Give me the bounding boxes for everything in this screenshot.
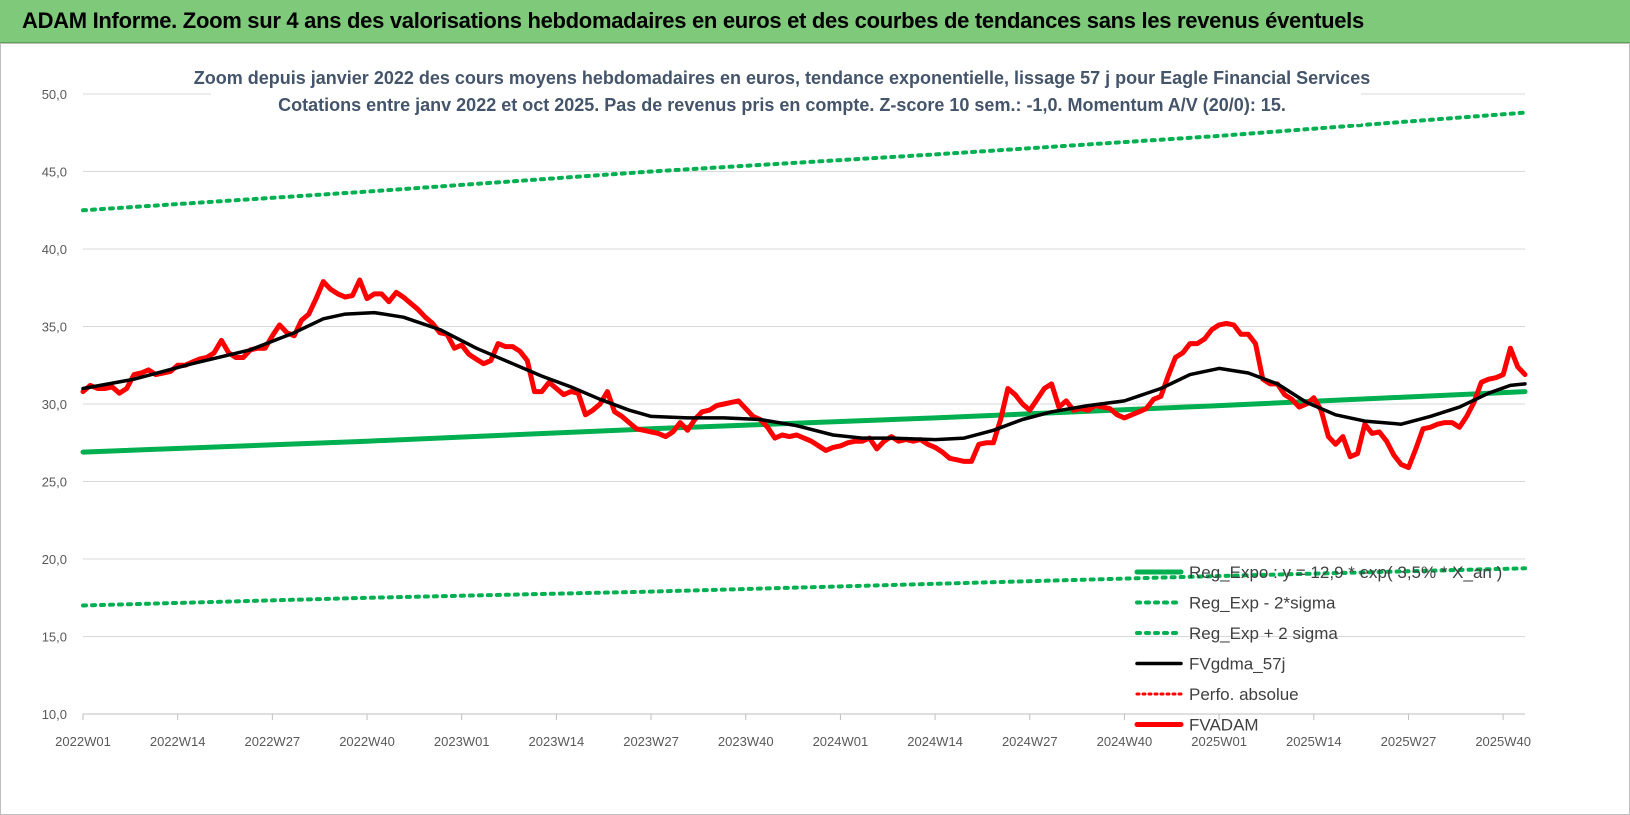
y-tick-label: 50,0 (42, 87, 67, 102)
series-line-4 (81, 310, 1527, 442)
y-tick-label: 30,0 (42, 397, 67, 412)
y-axis-ticks: 10,0 15,0 20,0 25,0 30,0 35,0 40,0 45,0 50,0 (42, 87, 67, 722)
chart-frame: 10,0 15,0 20,0 25,0 30,0 35,0 40,0 45,0 50,0 202… (0, 43, 1630, 815)
x-tick-label: 2025W27 (1381, 734, 1437, 749)
x-axis-ticks: 2022W01 2022W14 2022W27 2022W40 2023W01 2023W… (55, 714, 1531, 749)
y-tick-label: 40,0 (42, 242, 67, 257)
legend-label: FVADAM (1189, 716, 1259, 735)
chart-title: Zoom depuis janvier 2022 des cours moyen… (194, 68, 1370, 88)
legend-label: FVgdma_57j (1189, 655, 1285, 674)
x-tick-label: 2024W27 (1002, 734, 1058, 749)
series-line-3 (81, 110, 1527, 213)
report-banner: ADAM Informe. Zoom sur 4 ans des valoris… (0, 0, 1630, 43)
title-background (211, 62, 1361, 124)
x-tick-label: 2023W40 (718, 734, 774, 749)
legend: Reg_Expo : y = 12,9 * exp( 3,5% * X_an )… (1134, 563, 1502, 735)
y-tick-label: 35,0 (42, 320, 67, 335)
legend-label: Reg_Exp + 2 sigma (1189, 624, 1338, 643)
x-tick-label: 2022W14 (150, 734, 206, 749)
y-tick-label: 25,0 (42, 475, 67, 490)
x-tick-label: 2025W40 (1475, 734, 1531, 749)
x-tick-label: 2023W14 (529, 734, 585, 749)
series-line-6 (80, 277, 1528, 471)
x-tick-label: 2022W40 (339, 734, 395, 749)
x-tick-label: 2022W01 (55, 734, 111, 749)
x-tick-label: 2024W40 (1097, 734, 1153, 749)
legend-label: Reg_Exp - 2*sigma (1189, 594, 1336, 613)
chart-subtitle: Cotations entre janv 2022 et oct 2025. P… (278, 95, 1286, 115)
legend-label: Reg_Expo : y = 12,9 * exp( 3,5% * X_an ) (1189, 563, 1502, 582)
x-tick-label: 2025W14 (1286, 734, 1342, 749)
y-tick-label: 15,0 (42, 630, 67, 645)
x-tick-label: 2022W27 (245, 734, 301, 749)
x-tick-label: 2023W27 (623, 734, 679, 749)
line-chart: 10,0 15,0 20,0 25,0 30,0 35,0 40,0 45,0 50,0 202… (42, 62, 1531, 749)
y-tick-label: 45,0 (42, 165, 67, 180)
y-tick-label: 20,0 (42, 552, 67, 567)
series-line-2 (81, 566, 1527, 608)
x-tick-label: 2024W01 (813, 734, 869, 749)
x-tick-label: 2024W14 (907, 734, 963, 749)
legend-label: Perfo. absolue (1189, 685, 1299, 704)
x-tick-label: 2025W01 (1191, 734, 1247, 749)
y-tick-label: 10,0 (42, 707, 67, 722)
x-tick-label: 2023W01 (434, 734, 490, 749)
series-lines (80, 110, 1528, 608)
report-title: ADAM Informe. Zoom sur 4 ans des valoris… (22, 8, 1364, 33)
